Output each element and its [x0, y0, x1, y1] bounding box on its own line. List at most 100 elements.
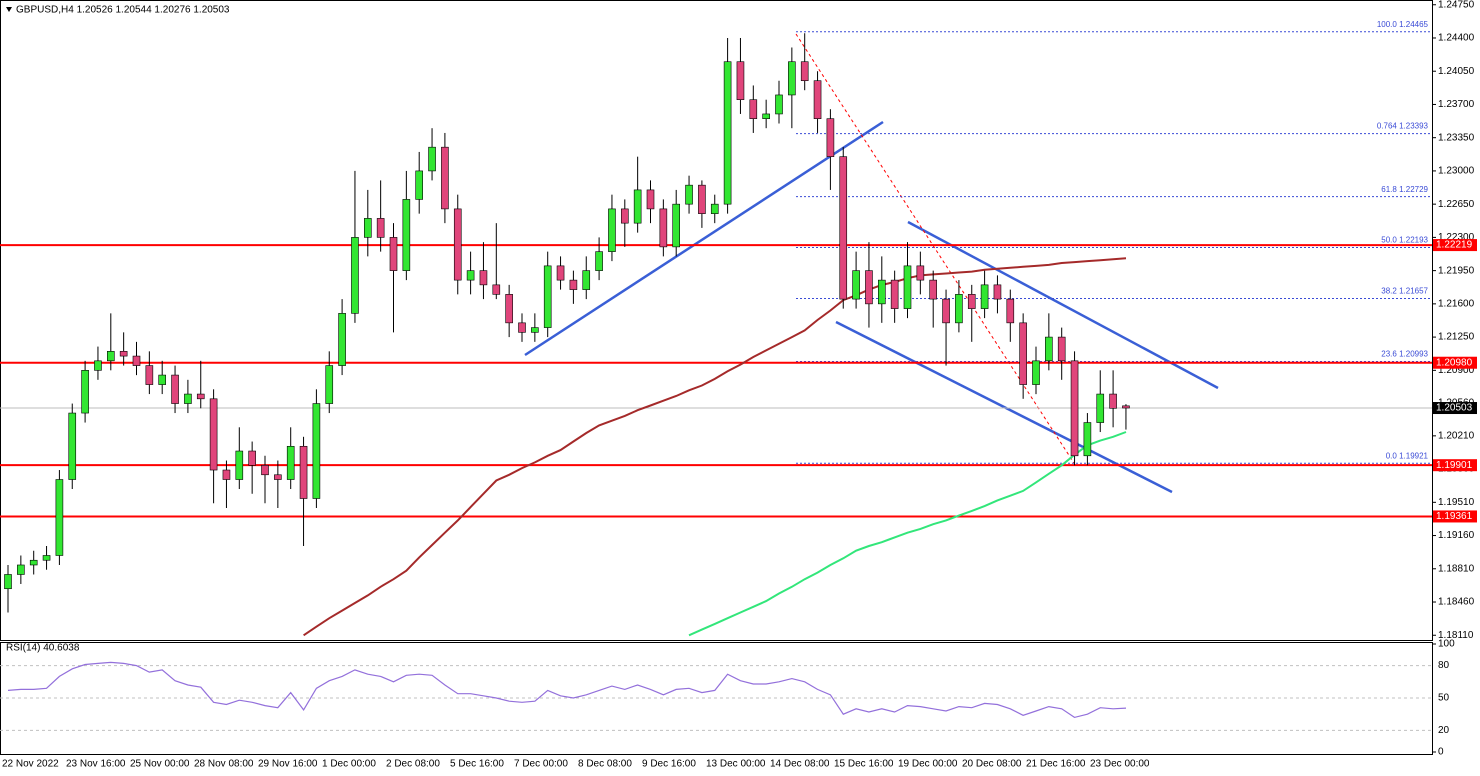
candle-body: [646, 189, 655, 210]
y-tick-label: 1.21600: [1438, 298, 1475, 309]
candle-body: [107, 351, 115, 362]
candle-body: [1045, 336, 1053, 362]
candle-body: [698, 184, 706, 214]
y-tick-label: 1.24400: [1438, 33, 1475, 44]
candle-body: [158, 374, 166, 385]
candle-body: [325, 365, 334, 404]
main-frame: [0, 0, 1433, 641]
x-tick-label: 13 Dec 00:00: [706, 759, 766, 770]
y-tick-label: 1.23000: [1438, 166, 1475, 177]
fib-label: 100.0 1.24465: [1377, 20, 1429, 29]
candle-body: [248, 450, 256, 466]
rsi-tick-label: 20: [1438, 725, 1450, 736]
candle-body: [929, 279, 938, 300]
y-tick-label: 1.23700: [1438, 99, 1475, 110]
candle-body: [556, 265, 565, 281]
candle-body: [466, 270, 475, 281]
menu-arrow: [6, 7, 12, 12]
moving-average: [688, 431, 1127, 637]
candle-body: [518, 322, 526, 333]
candle-body: [903, 265, 912, 309]
candle-body: [261, 464, 269, 476]
x-tick-label: 15 Dec 16:00: [834, 759, 894, 770]
candle-body: [402, 199, 411, 271]
y-tick-label: 1.21950: [1438, 265, 1475, 276]
candle-body: [1006, 298, 1015, 324]
candle-body: [710, 203, 719, 214]
candle-body: [685, 184, 693, 205]
fib-label: 0.0 1.19921: [1386, 451, 1429, 460]
candle-body: [17, 564, 25, 575]
candle-body: [826, 118, 835, 157]
y-tick-label: 1.24050: [1438, 66, 1475, 77]
level-label: 1.19361: [1436, 511, 1473, 522]
y-tick-label: 1.19160: [1438, 530, 1475, 541]
fib-label: 38.2 1.21657: [1381, 287, 1428, 296]
candle-body: [877, 279, 886, 305]
candle-body: [955, 294, 963, 324]
candle-body: [890, 279, 899, 309]
y-tick-label: 1.20900: [1438, 365, 1475, 376]
fib-diagonal: [795, 33, 1075, 464]
candle-body: [775, 94, 783, 115]
level-label: 1.19901: [1436, 460, 1473, 471]
x-tick-label: 29 Nov 16:00: [258, 759, 318, 770]
candle-body: [543, 265, 552, 328]
x-tick-label: 21 Dec 16:00: [1026, 759, 1086, 770]
candle-body: [620, 208, 629, 224]
candle-body: [29, 559, 38, 566]
candle-body: [608, 208, 616, 252]
candle-body: [980, 284, 989, 309]
candle-body: [633, 189, 642, 224]
fib-label: 61.8 1.22729: [1381, 185, 1428, 194]
candle-body: [184, 393, 192, 404]
candle-body: [1122, 405, 1130, 409]
x-tick-label: 28 Nov 08:00: [194, 759, 254, 770]
candle-body: [428, 146, 436, 172]
candle-body: [672, 203, 681, 248]
rsi-tick-label: 0: [1438, 747, 1444, 758]
candle-body: [376, 218, 385, 238]
y-tick-label: 1.23350: [1438, 132, 1475, 143]
x-tick-label: 25 Nov 00:00: [130, 759, 190, 770]
candle-body: [274, 474, 282, 480]
y-tick-label: 1.18110: [1438, 630, 1474, 641]
candle-body: [595, 251, 603, 271]
candle-body: [4, 574, 12, 590]
candle-body: [993, 284, 1002, 300]
candle-body: [865, 270, 873, 305]
y-tick-label: 1.18460: [1438, 597, 1475, 608]
candle-body: [81, 370, 89, 414]
candle-body: [312, 403, 321, 499]
rsi-tick-label: 100: [1438, 639, 1455, 650]
candle-body: [42, 555, 51, 561]
candle-body: [196, 393, 205, 400]
last-price-tag: [1433, 402, 1477, 415]
candle-body: [119, 351, 128, 357]
candle-body: [209, 398, 218, 471]
candle-body: [788, 61, 796, 96]
rsi-tick-label: 50: [1438, 693, 1450, 704]
candle-body: [441, 146, 449, 210]
level-tag: [1433, 356, 1477, 369]
candle-body: [338, 313, 346, 366]
candle-body: [852, 270, 860, 300]
candle-body: [415, 170, 424, 200]
candle-body: [492, 284, 501, 295]
candle-body: [286, 445, 295, 480]
candle-body: [813, 80, 822, 119]
candle-body: [531, 327, 539, 333]
moving-average: [303, 257, 1127, 637]
candle-body: [749, 99, 758, 119]
x-tick-label: 7 Dec 00:00: [514, 759, 568, 770]
x-tick-label: 23 Nov 16:00: [66, 759, 126, 770]
candle-body: [363, 218, 372, 238]
candle-body: [453, 208, 462, 281]
candle-body: [479, 270, 488, 286]
candle-body: [1096, 393, 1105, 423]
x-tick-label: 23 Dec 00:00: [1090, 759, 1150, 770]
candle-body: [351, 237, 359, 314]
y-tick-label: 1.18810: [1438, 563, 1475, 574]
rsi-tick-label: 80: [1438, 660, 1450, 671]
candle-body: [68, 412, 77, 480]
